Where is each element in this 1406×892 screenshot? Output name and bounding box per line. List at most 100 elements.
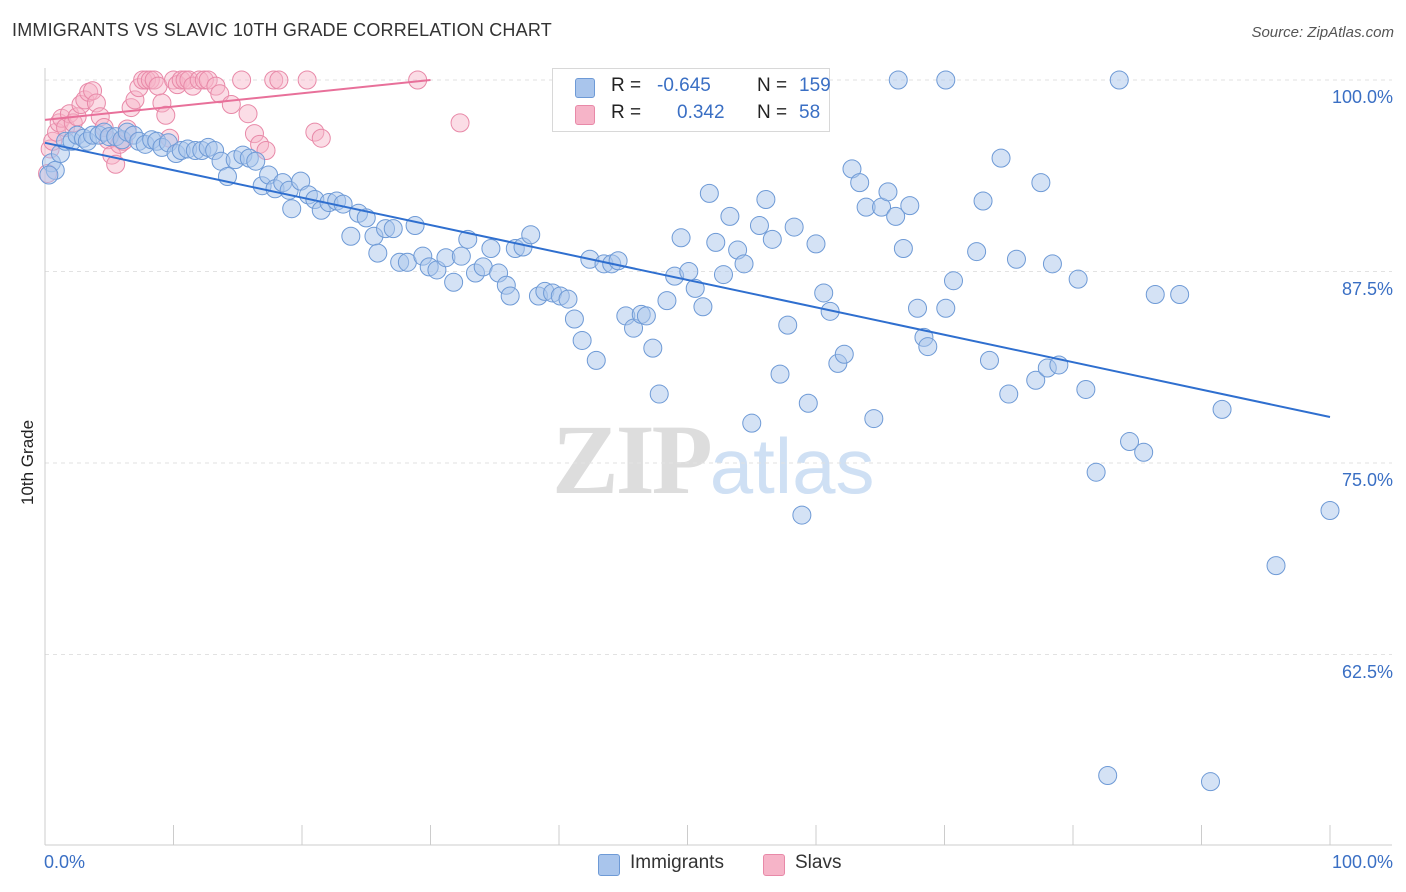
immigrants-point bbox=[1068, 269, 1088, 289]
immigrants-point bbox=[770, 364, 790, 384]
immigrants-point bbox=[834, 344, 854, 364]
watermark-atlas: atlas bbox=[709, 422, 875, 510]
immigrants-point bbox=[713, 265, 733, 285]
immigrants-point bbox=[558, 289, 578, 309]
immigrants-point bbox=[756, 189, 776, 209]
n-label: N = bbox=[757, 75, 788, 96]
immigrants-point bbox=[979, 350, 999, 370]
slavs-point bbox=[125, 90, 145, 110]
slavs-legend-label: Slavs bbox=[795, 852, 842, 873]
y-tick-label-3: 62.5% bbox=[1341, 661, 1393, 682]
immigrants-point bbox=[405, 216, 425, 236]
immigrants-point bbox=[918, 337, 938, 357]
slavs-point bbox=[238, 104, 258, 124]
watermark-zip: ZIP bbox=[552, 404, 713, 515]
immigrants-point bbox=[1006, 249, 1026, 269]
immigrants-point bbox=[685, 278, 705, 298]
chart-title: IMMIGRANTS VS SLAVIC 10TH GRADE CORRELAT… bbox=[12, 20, 552, 40]
immigrants-point bbox=[888, 70, 908, 90]
immigrants-point bbox=[908, 298, 928, 318]
immigrants-point bbox=[706, 232, 726, 252]
immigrants-point bbox=[784, 217, 804, 237]
immigrants-point bbox=[1076, 379, 1096, 399]
immigrants-point bbox=[973, 191, 993, 211]
slavs-point bbox=[198, 70, 218, 90]
immigrants-point bbox=[1109, 70, 1129, 90]
immigrants-point bbox=[749, 216, 769, 236]
immigrants-point bbox=[1086, 462, 1106, 482]
immigrants-point bbox=[451, 246, 471, 266]
immigrants-point bbox=[864, 409, 884, 429]
chart-source: Source: ZipAtlas.com bbox=[1251, 24, 1394, 41]
n-value: 58 bbox=[799, 102, 821, 123]
immigrants-point bbox=[792, 505, 812, 525]
slavs-point bbox=[297, 70, 317, 90]
trend-lines bbox=[44, 79, 1331, 419]
r-label: R = bbox=[611, 102, 642, 123]
r-label: R = bbox=[611, 75, 642, 96]
immigrants-point bbox=[936, 298, 956, 318]
immigrants-point bbox=[1320, 500, 1340, 520]
immigrants-point bbox=[850, 173, 870, 193]
immigrants-point bbox=[1200, 772, 1220, 792]
slavs-point bbox=[232, 70, 252, 90]
immigrants-point bbox=[1134, 442, 1154, 462]
slavs-swatch bbox=[575, 105, 595, 125]
immigrants-point bbox=[693, 297, 713, 317]
immigrants-point bbox=[1120, 432, 1140, 452]
immigrants-point bbox=[500, 286, 520, 306]
watermark: ZIPatlas bbox=[552, 402, 874, 517]
immigrants-point bbox=[657, 291, 677, 311]
immigrants-point bbox=[1098, 766, 1118, 786]
immigrants-point bbox=[564, 309, 584, 329]
y-axis-label: 10th Grade bbox=[18, 419, 37, 505]
immigrants-point bbox=[572, 330, 592, 350]
immigrants-point bbox=[649, 384, 669, 404]
slavs-point bbox=[311, 128, 331, 148]
slavs-point bbox=[156, 105, 176, 125]
immigrants-point bbox=[734, 254, 754, 274]
slavs-legend-swatch bbox=[763, 854, 785, 876]
slavs-point bbox=[179, 70, 199, 90]
immigrants-point bbox=[999, 384, 1019, 404]
r-value: 0.342 bbox=[677, 102, 725, 123]
immigrants-point bbox=[1170, 284, 1190, 304]
immigrants-point bbox=[1266, 556, 1286, 576]
correlation-legend: R = -0.645 N = 159 R = 0.342 N = 58 bbox=[552, 68, 831, 132]
immigrants-point bbox=[368, 243, 388, 263]
immigrants-legend-swatch bbox=[598, 854, 620, 876]
slavs-trendline bbox=[44, 79, 431, 121]
immigrants-point bbox=[282, 199, 302, 219]
n-label: N = bbox=[757, 102, 788, 123]
immigrants-point bbox=[742, 413, 762, 433]
immigrants-trendline bbox=[44, 141, 1331, 419]
immigrants-point bbox=[778, 315, 798, 335]
immigrants-point bbox=[246, 151, 266, 171]
r-value: -0.645 bbox=[657, 75, 711, 96]
slavs-point bbox=[221, 95, 241, 115]
slavs-point bbox=[244, 124, 264, 144]
immigrants-point bbox=[1212, 399, 1232, 419]
immigrants-point bbox=[341, 226, 361, 246]
immigrants-point bbox=[943, 271, 963, 291]
immigrants-point bbox=[699, 183, 719, 203]
immigrants-points bbox=[39, 70, 1340, 792]
immigrants-point bbox=[967, 242, 987, 262]
immigrants-point bbox=[643, 338, 663, 358]
immigrants-point bbox=[356, 208, 376, 228]
immigrants-point bbox=[814, 283, 834, 303]
immigrants-point bbox=[679, 262, 699, 281]
n-value: 159 bbox=[799, 75, 831, 96]
immigrants-point bbox=[806, 234, 826, 254]
series-legend: Immigrants Slavs bbox=[0, 852, 1406, 878]
immigrants-point bbox=[762, 229, 782, 249]
x-tick-label-min: 0.0% bbox=[44, 852, 86, 872]
immigrants-point bbox=[720, 206, 740, 226]
x-tick-label-max: 100.0% bbox=[1331, 852, 1393, 872]
immigrants-point bbox=[991, 148, 1011, 168]
immigrants-point bbox=[1026, 370, 1046, 390]
immigrants-point bbox=[671, 228, 691, 248]
immigrants-point bbox=[444, 272, 464, 292]
immigrants-swatch bbox=[575, 78, 595, 98]
